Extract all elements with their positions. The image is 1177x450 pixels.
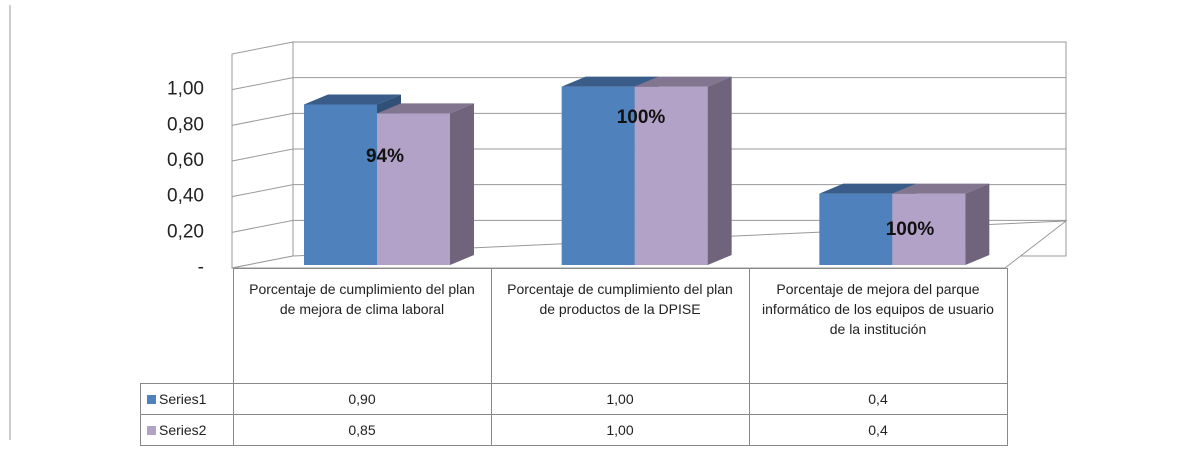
category-label: Porcentaje de mejora del parque informát…: [748, 268, 1008, 384]
legend-label: Series2: [159, 422, 207, 438]
value-cell: 0,4: [748, 414, 1008, 446]
bar-top: [819, 183, 917, 194]
value-cell: 0,90: [232, 383, 492, 415]
value-cell: 0,4: [748, 383, 1008, 415]
grid-line: [231, 112, 1066, 126]
bar-front: [892, 193, 966, 265]
legend-swatch: [147, 426, 156, 435]
legend-swatch: [147, 395, 156, 404]
blank-cell: [140, 268, 234, 384]
grid-line: [231, 219, 1066, 233]
table-row: Porcentaje de cumplimiento del plan de m…: [140, 268, 1008, 384]
legend-cell: Series2: [140, 414, 234, 446]
bar: [377, 103, 474, 266]
bar-top: [304, 94, 401, 105]
bar-front: [561, 86, 635, 266]
category-label: Porcentaje de cumplimiento del plan de m…: [232, 268, 492, 384]
table-row: Series2 0,85 1,00 0,4: [140, 414, 1008, 446]
category-label: Porcentaje de cumplimiento del plan de p…: [490, 268, 750, 384]
bar-front: [634, 86, 708, 266]
y-tick-label: 0,60: [167, 150, 204, 171]
legend-label: Series1: [159, 391, 207, 407]
y-tick-label: 0,80: [167, 114, 204, 135]
y-tick-label: 0,40: [167, 186, 204, 207]
annotation: 100%: [886, 219, 935, 240]
y-tick-label: 1,00: [167, 79, 204, 100]
data-table: Porcentaje de cumplimiento del plan de m…: [140, 268, 1008, 446]
bar-top: [561, 76, 659, 87]
grid-line: [231, 148, 1066, 162]
bar-top: [377, 103, 474, 114]
grid-line: [231, 77, 1066, 91]
table-row: Series1 0,90 1,00 0,4: [140, 383, 1008, 415]
value-cell: 0,85: [232, 414, 492, 446]
grid-line: [231, 184, 1066, 198]
bar-side: [450, 103, 474, 266]
legend-cell: Series1: [140, 383, 234, 415]
bar-front: [377, 113, 450, 266]
annotation: 94%: [366, 146, 404, 167]
y-tick-label: -: [198, 257, 204, 278]
value-cell: 1,00: [490, 414, 750, 446]
bar-front: [819, 193, 893, 265]
bar: [892, 183, 990, 265]
value-cell: 1,00: [490, 383, 750, 415]
bar-top: [634, 76, 732, 87]
bar: [634, 76, 732, 266]
bar-side: [965, 183, 990, 265]
bar-side: [707, 76, 732, 266]
bar-front: [304, 104, 377, 265]
annotation: 100%: [617, 107, 666, 128]
y-tick-label: 0,20: [167, 221, 204, 242]
bar-top: [892, 183, 990, 194]
